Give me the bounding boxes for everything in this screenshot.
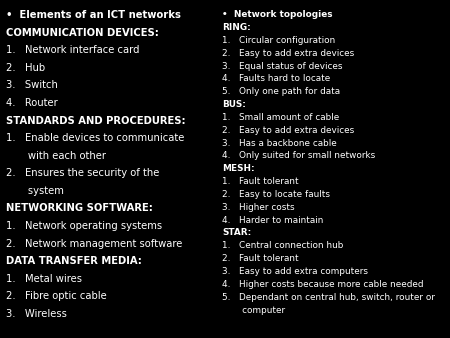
Text: STAR:: STAR:: [222, 228, 252, 238]
Text: 2.   Fibre optic cable: 2. Fibre optic cable: [6, 291, 107, 301]
Text: 4.   Router: 4. Router: [6, 98, 58, 108]
Text: with each other: with each other: [6, 151, 107, 161]
Text: computer: computer: [222, 306, 285, 315]
Text: 4.   Only suited for small networks: 4. Only suited for small networks: [222, 151, 375, 161]
Text: 3.   Equal status of devices: 3. Equal status of devices: [222, 62, 342, 71]
Text: 2.   Fault tolerant: 2. Fault tolerant: [222, 254, 299, 263]
Text: 1.   Central connection hub: 1. Central connection hub: [222, 241, 343, 250]
Text: 2.   Easy to add extra devices: 2. Easy to add extra devices: [222, 126, 355, 135]
Text: NETWORKING SOFTWARE:: NETWORKING SOFTWARE:: [6, 203, 153, 214]
Text: 5.   Dependant on central hub, switch, router or: 5. Dependant on central hub, switch, rou…: [222, 293, 435, 302]
Text: 4.   Higher costs because more cable needed: 4. Higher costs because more cable neede…: [222, 280, 423, 289]
Text: 3.   Switch: 3. Switch: [6, 80, 58, 91]
Text: 2.   Network management software: 2. Network management software: [6, 239, 183, 249]
Text: 1.   Enable devices to communicate: 1. Enable devices to communicate: [6, 133, 185, 143]
Text: 1.   Network operating systems: 1. Network operating systems: [6, 221, 162, 231]
Text: BUS:: BUS:: [222, 100, 246, 109]
Text: 1.   Fault tolerant: 1. Fault tolerant: [222, 177, 299, 186]
Text: system: system: [6, 186, 64, 196]
Text: •  Network topologies: • Network topologies: [222, 10, 333, 19]
Text: 4.   Faults hard to locate: 4. Faults hard to locate: [222, 74, 330, 83]
Text: 2.   Hub: 2. Hub: [6, 63, 45, 73]
Text: DATA TRANSFER MEDIA:: DATA TRANSFER MEDIA:: [6, 256, 142, 266]
Text: STANDARDS AND PROCEDURES:: STANDARDS AND PROCEDURES:: [6, 116, 186, 126]
Text: 3.   Has a backbone cable: 3. Has a backbone cable: [222, 139, 337, 148]
Text: 1.   Metal wires: 1. Metal wires: [6, 274, 82, 284]
Text: 4.   Harder to maintain: 4. Harder to maintain: [222, 216, 324, 225]
Text: 1.   Circular configuration: 1. Circular configuration: [222, 36, 335, 45]
Text: 2.   Ensures the security of the: 2. Ensures the security of the: [6, 168, 160, 178]
Text: 3.   Wireless: 3. Wireless: [6, 309, 67, 319]
Text: 3.   Easy to add extra computers: 3. Easy to add extra computers: [222, 267, 368, 276]
Text: •  Elements of an ICT networks: • Elements of an ICT networks: [6, 10, 181, 20]
Text: 3.   Higher costs: 3. Higher costs: [222, 203, 295, 212]
Text: 2.   Easy to add extra devices: 2. Easy to add extra devices: [222, 49, 355, 58]
Text: COMMUNICATION DEVICES:: COMMUNICATION DEVICES:: [6, 28, 159, 38]
Text: 2.   Easy to locate faults: 2. Easy to locate faults: [222, 190, 330, 199]
Text: MESH:: MESH:: [222, 164, 255, 173]
Text: Topic 4: Topic 4: [361, 94, 450, 122]
Text: 1.   Network interface card: 1. Network interface card: [6, 45, 140, 55]
Text: 5.   Only one path for data: 5. Only one path for data: [222, 87, 340, 96]
Text: RING:: RING:: [222, 23, 251, 32]
Text: 1.   Small amount of cable: 1. Small amount of cable: [222, 113, 339, 122]
